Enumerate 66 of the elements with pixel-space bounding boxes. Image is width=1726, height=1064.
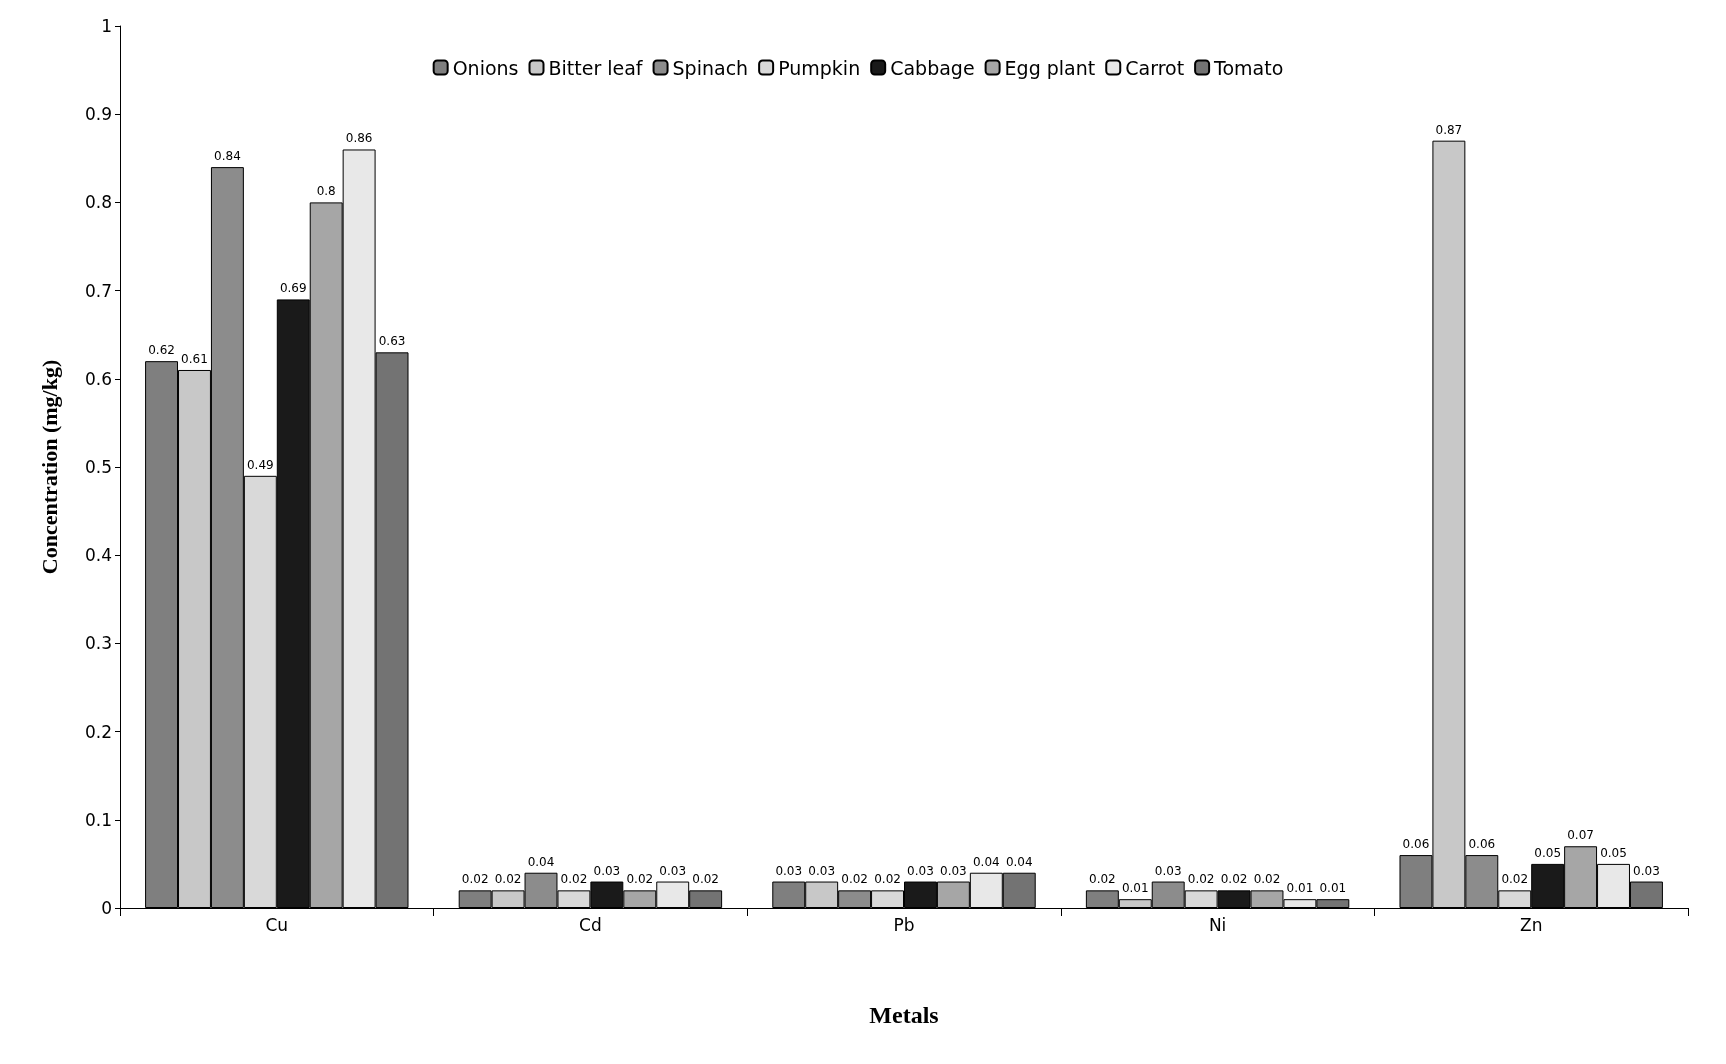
- legend-label: Carrot: [1125, 56, 1185, 79]
- legend-label: Onions: [452, 56, 519, 79]
- data-label: 0.02: [874, 872, 901, 887]
- x-tick-label: Ni: [1208, 914, 1227, 935]
- y-tick-label: 0.7: [84, 280, 112, 301]
- data-label: 0.05: [1600, 845, 1627, 860]
- data-label: 0.84: [214, 149, 241, 164]
- data-label: 0.02: [461, 872, 489, 887]
- data-label: 0.01: [1121, 881, 1149, 896]
- data-label: 0.01: [1286, 881, 1314, 896]
- data-label: 0.03: [659, 863, 687, 878]
- data-label: 0.01: [1319, 881, 1347, 896]
- data-label: 0.07: [1567, 828, 1594, 843]
- legend-label: Pumpkin: [778, 56, 861, 79]
- data-label: 0.02: [1220, 872, 1248, 887]
- data-label: 0.05: [1534, 845, 1562, 860]
- y-tick-label: 0.4: [84, 545, 112, 566]
- data-label: 0.62: [148, 343, 175, 358]
- y-tick-label: 0.2: [84, 721, 112, 742]
- data-label: 0.61: [181, 351, 208, 366]
- y-tick-label: 0.1: [84, 809, 112, 830]
- data-label: 0.04: [1005, 854, 1033, 869]
- x-axis-title: Metals: [869, 1002, 939, 1028]
- legend-label: Cabbage: [890, 56, 975, 79]
- y-tick-label: 0.6: [84, 368, 112, 389]
- y-tick-label: 0: [101, 898, 112, 918]
- data-label: 0.87: [1435, 122, 1463, 137]
- data-label: 0.02: [692, 872, 720, 887]
- y-tick-label: 0.5: [84, 457, 112, 477]
- data-label: 0.03: [940, 863, 967, 878]
- x-tick-label: Cu: [265, 914, 289, 935]
- legend-label: Spinach: [672, 56, 749, 79]
- x-tick-label: Zn: [1519, 914, 1543, 935]
- data-label: 0.69: [279, 281, 307, 296]
- y-tick-label: 1: [101, 16, 112, 36]
- data-label: 0.02: [1501, 872, 1529, 887]
- data-label: 0.02: [494, 872, 522, 887]
- data-label: 0.02: [1187, 872, 1215, 887]
- y-tick-label: 0.9: [84, 104, 112, 125]
- data-label: 0.03: [1154, 863, 1182, 878]
- data-label: 0.04: [972, 854, 1000, 869]
- data-label: 0.63: [378, 334, 406, 349]
- data-label: 0.06: [1468, 837, 1496, 852]
- data-label: 0.02: [626, 872, 654, 887]
- data-label: 0.86: [345, 131, 373, 146]
- data-label: 0.03: [593, 863, 621, 878]
- data-label: 0.02: [841, 872, 868, 887]
- data-label: 0.03: [808, 863, 836, 878]
- data-label: 0.02: [560, 872, 588, 887]
- x-tick-label: Pb: [893, 914, 915, 935]
- data-label: 0.03: [1633, 863, 1660, 878]
- legend-label: Bitter leaf: [548, 56, 644, 79]
- y-axis-title: Concentration (mg/kg): [36, 359, 62, 575]
- data-label: 0.8: [316, 184, 336, 199]
- data-label: 0.04: [527, 854, 555, 869]
- data-label: 0.49: [246, 457, 274, 472]
- data-label: 0.02: [1253, 872, 1281, 887]
- data-label: 0.03: [907, 863, 934, 878]
- legend-label: Egg plant: [1004, 56, 1096, 79]
- data-label: 0.03: [775, 863, 803, 878]
- x-tick-label: Cd: [579, 914, 602, 935]
- data-label: 0.06: [1402, 837, 1430, 852]
- y-tick-label: 0.8: [84, 192, 112, 213]
- y-tick-label: 0.3: [84, 633, 112, 654]
- data-label: 0.02: [1088, 872, 1116, 887]
- legend-label: Tomato: [1213, 56, 1284, 79]
